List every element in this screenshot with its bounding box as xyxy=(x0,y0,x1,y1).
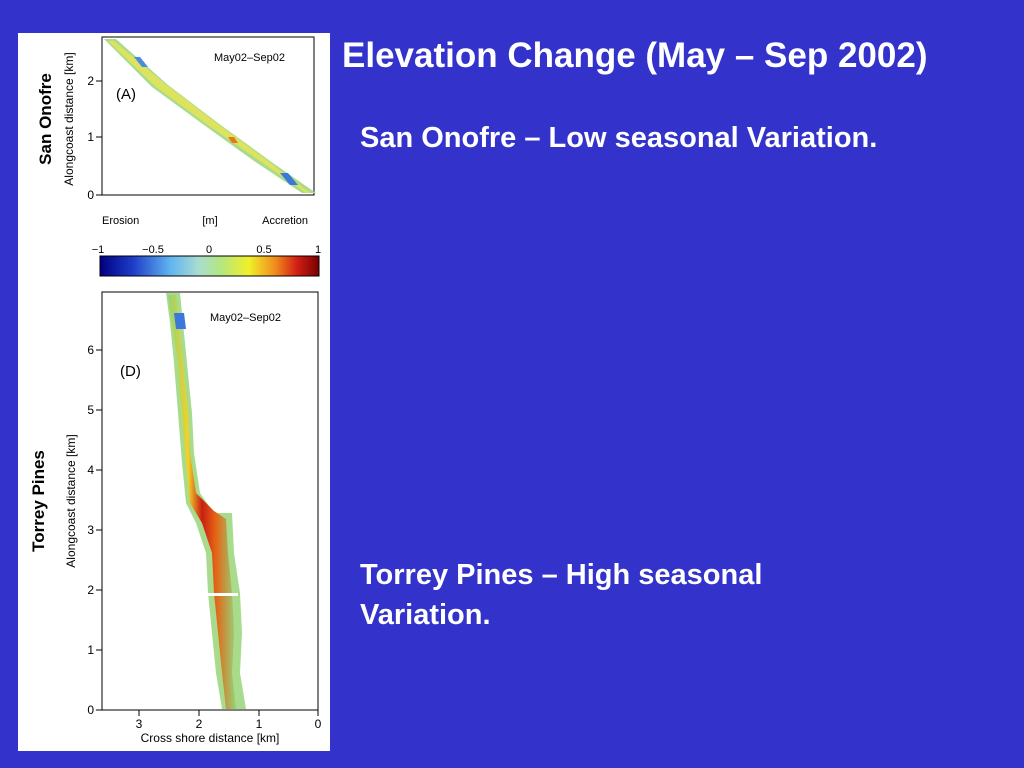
panel-a-period: May02–Sep02 xyxy=(214,52,285,64)
panel-d-period: May02–Sep02 xyxy=(210,312,281,324)
panel-d-xtick-3: 3 xyxy=(136,717,143,731)
panel-d-site-label: Torrey Pines xyxy=(29,450,48,552)
colorbar xyxy=(99,255,320,277)
panel-a-ytick-1: 1 xyxy=(87,130,94,144)
colorbar-tick-label-4: 0.5 xyxy=(256,244,271,256)
panel-a-tag: (A) xyxy=(116,86,136,103)
colorbar-tick-label-2: −0.5 xyxy=(142,244,164,256)
san-onofre-caption: San Onofre – Low seasonal Variation. xyxy=(360,122,878,154)
colorbar-erosion-label: Erosion xyxy=(102,215,139,227)
colorbar-accretion-label: Accretion xyxy=(262,215,308,227)
panel-a-ylabel: Alongcoast distance [km] xyxy=(62,52,76,185)
panel-d-xtick-1: 1 xyxy=(256,717,263,731)
panel-d-ytick-0: 0 xyxy=(87,703,94,717)
panel-a-ytick-0: 0 xyxy=(87,188,94,202)
panel-a-ytick-2: 2 xyxy=(87,74,94,88)
colorbar-unit-label: [m] xyxy=(202,215,217,227)
colorbar-tick-label-3: 0 xyxy=(206,244,212,256)
colorbar-tick-label-5: 1 xyxy=(315,244,321,256)
panel-a-beach-band xyxy=(104,39,316,193)
panel-d-xtick-2: 2 xyxy=(196,717,203,731)
panel-d-ytick-5: 5 xyxy=(87,403,94,417)
colorbar-tick-label-1: −1 xyxy=(92,244,105,256)
panel-d-ytick-3: 3 xyxy=(87,523,94,537)
slide-title: Elevation Change (May – Sep 2002) xyxy=(342,36,928,75)
elevation-change-figure: 0 1 2 San Onofre Alongcoast distance [km… xyxy=(18,33,330,751)
panel-d-ytick-2: 2 xyxy=(87,583,94,597)
panel-d-xlabel: Cross shore distance [km] xyxy=(141,731,280,745)
panel-d-xtick-0: 0 xyxy=(315,717,322,731)
panel-d-beach-band xyxy=(166,293,246,709)
panel-d-ytick-1: 1 xyxy=(87,643,94,657)
panel-d-ylabel: Alongcoast distance [km] xyxy=(64,434,78,567)
panel-d-ytick-6: 6 xyxy=(87,343,94,357)
panel-d-tag: (D) xyxy=(120,363,141,380)
panel-d-axes xyxy=(101,291,319,711)
panel-a-site-label: San Onofre xyxy=(36,73,55,165)
panel-d-ytick-4: 4 xyxy=(87,463,94,477)
torrey-pines-caption: Torrey Pines – High seasonal Variation. xyxy=(360,559,763,631)
figure-svg: 0 1 2 San Onofre Alongcoast distance [km… xyxy=(29,36,322,745)
